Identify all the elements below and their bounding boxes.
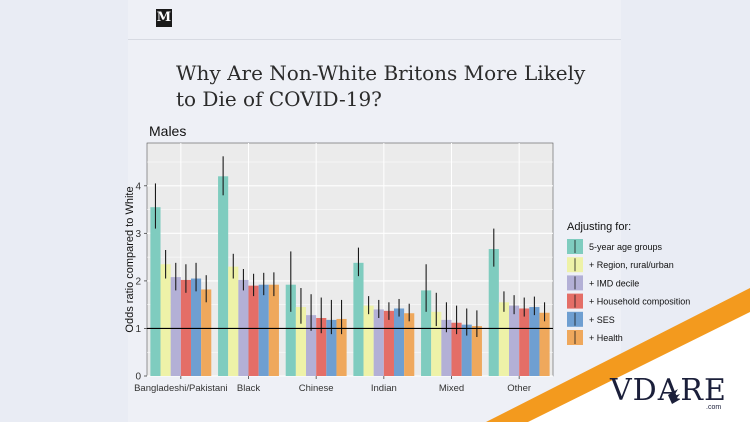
bar: [336, 318, 347, 376]
legend-label: 5-year age groups: [589, 242, 663, 252]
legend-label: + Region, rural/urban: [589, 260, 674, 270]
bar: [218, 176, 229, 376]
bar: [461, 324, 472, 376]
bar: [228, 266, 239, 376]
bar: [421, 290, 432, 376]
bar: [509, 305, 520, 376]
bar: [306, 315, 317, 376]
bar: [258, 284, 269, 376]
bar: [488, 249, 499, 376]
bar: [404, 313, 415, 376]
legend-label: + IMD decile: [589, 278, 639, 288]
legend-label: + Household composition: [589, 297, 690, 307]
bar: [353, 262, 364, 376]
bar: [529, 307, 540, 376]
bar: [363, 305, 374, 376]
bar: [160, 264, 171, 376]
bar: [431, 311, 442, 376]
bar: [373, 309, 384, 376]
y-tick-label: 4: [135, 181, 141, 192]
y-axis-label: Odds ratio compared to White: [124, 186, 136, 332]
bar: [248, 285, 259, 376]
vdare-watermark: VDARE: [610, 373, 727, 408]
x-tick-label: Bangladeshi/Pakistani: [134, 383, 227, 394]
bar: [498, 302, 510, 376]
bar: [268, 284, 279, 376]
x-tick-label: Black: [237, 383, 260, 394]
bar: [170, 277, 181, 376]
bar: [519, 308, 530, 376]
site-logo[interactable]: M: [156, 9, 172, 27]
bar: [326, 319, 337, 376]
vdare-watermark-suffix: .com: [706, 404, 722, 411]
bar: [316, 317, 327, 376]
plot-area: [146, 142, 554, 377]
legend-label: + Health: [589, 333, 623, 343]
x-tick-label: Other: [507, 383, 531, 394]
chart: 0 1 2 3 4 Bangladeshi/Pakistani Black Chinese In…: [124, 142, 690, 394]
eagle-icon: [668, 389, 680, 404]
bar: [201, 289, 212, 376]
white-band: [528, 312, 750, 422]
bar: [451, 322, 462, 376]
bar: [441, 319, 452, 376]
y-tick-label: 2: [135, 276, 141, 287]
header-divider: [128, 39, 621, 40]
legend-label: + SES: [589, 315, 615, 325]
y-tick-label: 3: [135, 229, 141, 240]
bar: [295, 307, 307, 376]
x-tick-label: Chinese: [299, 383, 334, 394]
bar: [190, 278, 202, 376]
bar: [150, 207, 161, 376]
article-title: Why Are Non-White Britons More Likely to…: [176, 61, 586, 111]
bar: [383, 310, 394, 376]
y-tick-label: 1: [135, 324, 141, 335]
x-tick-label: Mixed: [439, 383, 464, 394]
legend-title: Adjusting for:: [567, 221, 631, 233]
panel-title: Males: [149, 123, 187, 139]
bar: [393, 308, 405, 376]
x-tick-label: Indian: [371, 383, 397, 394]
bar: [539, 312, 550, 376]
y-tick-label: 0: [135, 372, 141, 383]
bar: [471, 326, 482, 376]
bar: [285, 284, 296, 376]
